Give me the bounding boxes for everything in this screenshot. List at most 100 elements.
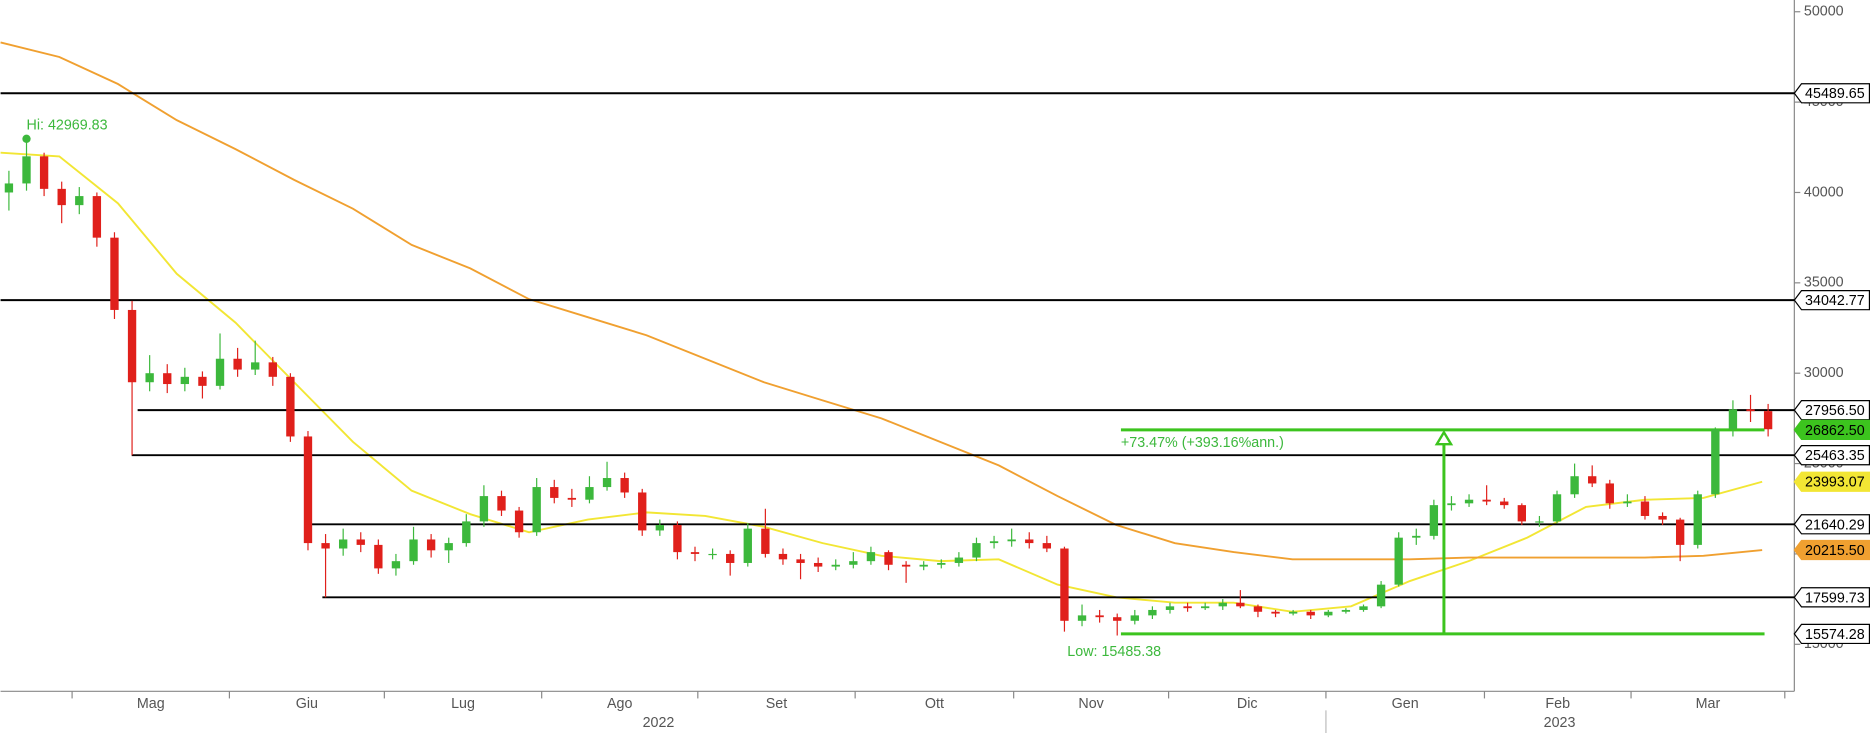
- candle-body: [426, 539, 436, 551]
- price-tag-box: [1793, 587, 1870, 608]
- candle-body: [92, 196, 102, 238]
- price-tag: 34042.77: [1793, 290, 1870, 311]
- candle-body: [1394, 537, 1403, 585]
- candle-body: [690, 552, 700, 554]
- price-tag: 20215.50: [1793, 539, 1870, 561]
- candle-body: [338, 539, 348, 549]
- candle-body: [1007, 539, 1016, 542]
- month-label: Gen: [1392, 696, 1419, 712]
- candle-body: [1324, 611, 1333, 616]
- candle-body: [1165, 606, 1175, 610]
- month-label: Mar: [1696, 696, 1721, 712]
- price-tag-box: [1793, 623, 1870, 645]
- candle-body: [1359, 606, 1368, 610]
- candle-body: [1060, 548, 1069, 621]
- candle-body: [743, 528, 752, 563]
- candle-body: [1201, 606, 1210, 609]
- candle-body: [1693, 494, 1702, 545]
- candle-body: [585, 487, 594, 500]
- candle-body: [1025, 539, 1034, 544]
- candle-body: [374, 544, 383, 569]
- candle-body: [1218, 602, 1227, 607]
- candle-body: [673, 525, 682, 553]
- low-label: Low: 15485.38: [1067, 644, 1161, 660]
- candle-body: [1236, 602, 1245, 607]
- candle-body: [1288, 611, 1298, 614]
- gain-label: +73.47% (+393.16%ann.): [1121, 435, 1284, 451]
- price-tag-box: [1793, 400, 1870, 421]
- price-tag-box: [1793, 539, 1870, 561]
- price-tag: 25463.35: [1793, 445, 1870, 466]
- candle-body: [1570, 476, 1579, 495]
- price-tag: 23993.07: [1793, 471, 1870, 492]
- candle-body: [884, 552, 893, 565]
- price-tag-label: 45489.65: [1805, 86, 1865, 102]
- candle-body: [954, 557, 964, 563]
- candle-body: [813, 562, 823, 567]
- candle-body: [1640, 501, 1650, 516]
- y-tick-label: 30000: [1804, 365, 1844, 381]
- candle-body: [550, 487, 559, 498]
- month-label: Set: [766, 696, 787, 712]
- candle-body: [1253, 606, 1263, 612]
- candle-body: [989, 541, 999, 544]
- price-tag-box: [1793, 471, 1870, 492]
- price-tag-box: [1793, 419, 1870, 441]
- candle-body: [708, 553, 717, 556]
- candle-body: [1148, 609, 1157, 616]
- candle-body: [1341, 609, 1351, 612]
- high-marker: [22, 134, 31, 143]
- y-tick-label: 40000: [1804, 184, 1844, 200]
- candle-body: [1552, 494, 1562, 522]
- y-tick-label: 35000: [1804, 275, 1844, 291]
- candle-body: [831, 564, 840, 567]
- candle-body: [1130, 615, 1139, 621]
- candle-body: [1412, 535, 1421, 538]
- candle-body: [1183, 606, 1192, 609]
- candle-body: [796, 559, 805, 563]
- candle-body: [602, 478, 612, 488]
- candle-body: [321, 543, 330, 549]
- price-tag-label: 23993.07: [1805, 475, 1865, 491]
- candle-body: [1447, 503, 1456, 506]
- price-tag-label: 26862.50: [1805, 423, 1865, 439]
- price-tag-label: 20215.50: [1805, 543, 1865, 559]
- moving-average: [0, 41, 1763, 561]
- candle-body: [655, 525, 664, 531]
- candle-body: [4, 183, 14, 193]
- candle-body: [163, 373, 172, 385]
- candle-body: [1077, 615, 1087, 621]
- candle-body: [972, 543, 981, 558]
- candle-body: [849, 561, 858, 565]
- candle-body: [268, 362, 277, 377]
- candle-body: [391, 561, 401, 569]
- month-label: Nov: [1078, 696, 1104, 712]
- candle-body: [497, 496, 506, 511]
- candle-body: [1271, 611, 1280, 614]
- month-label: Dic: [1237, 696, 1258, 712]
- price-tag-label: 21640.29: [1805, 517, 1865, 533]
- candle-body: [75, 196, 84, 206]
- candle-body: [1675, 519, 1685, 545]
- candle-body: [937, 562, 946, 565]
- price-tag: 26862.50: [1793, 419, 1870, 441]
- candle-body: [778, 553, 788, 560]
- price-tag: 17599.73: [1793, 587, 1870, 608]
- price-tag-box: [1793, 445, 1870, 466]
- year-label: 2023: [1544, 715, 1576, 731]
- candle-body: [514, 510, 524, 533]
- price-tag-label: 15574.28: [1805, 627, 1865, 643]
- candle-body: [1535, 521, 1544, 523]
- y-tick-label: 50000: [1804, 4, 1844, 20]
- price-tag: 15574.28: [1793, 623, 1870, 645]
- candle-body: [198, 376, 207, 386]
- price-tag-label: 27956.50: [1805, 403, 1865, 419]
- candle-body: [1658, 515, 1667, 520]
- year-label: 2022: [643, 715, 675, 731]
- candle-body: [444, 543, 453, 551]
- month-label: Ott: [925, 696, 944, 712]
- price-tag: 45489.65: [1793, 83, 1870, 104]
